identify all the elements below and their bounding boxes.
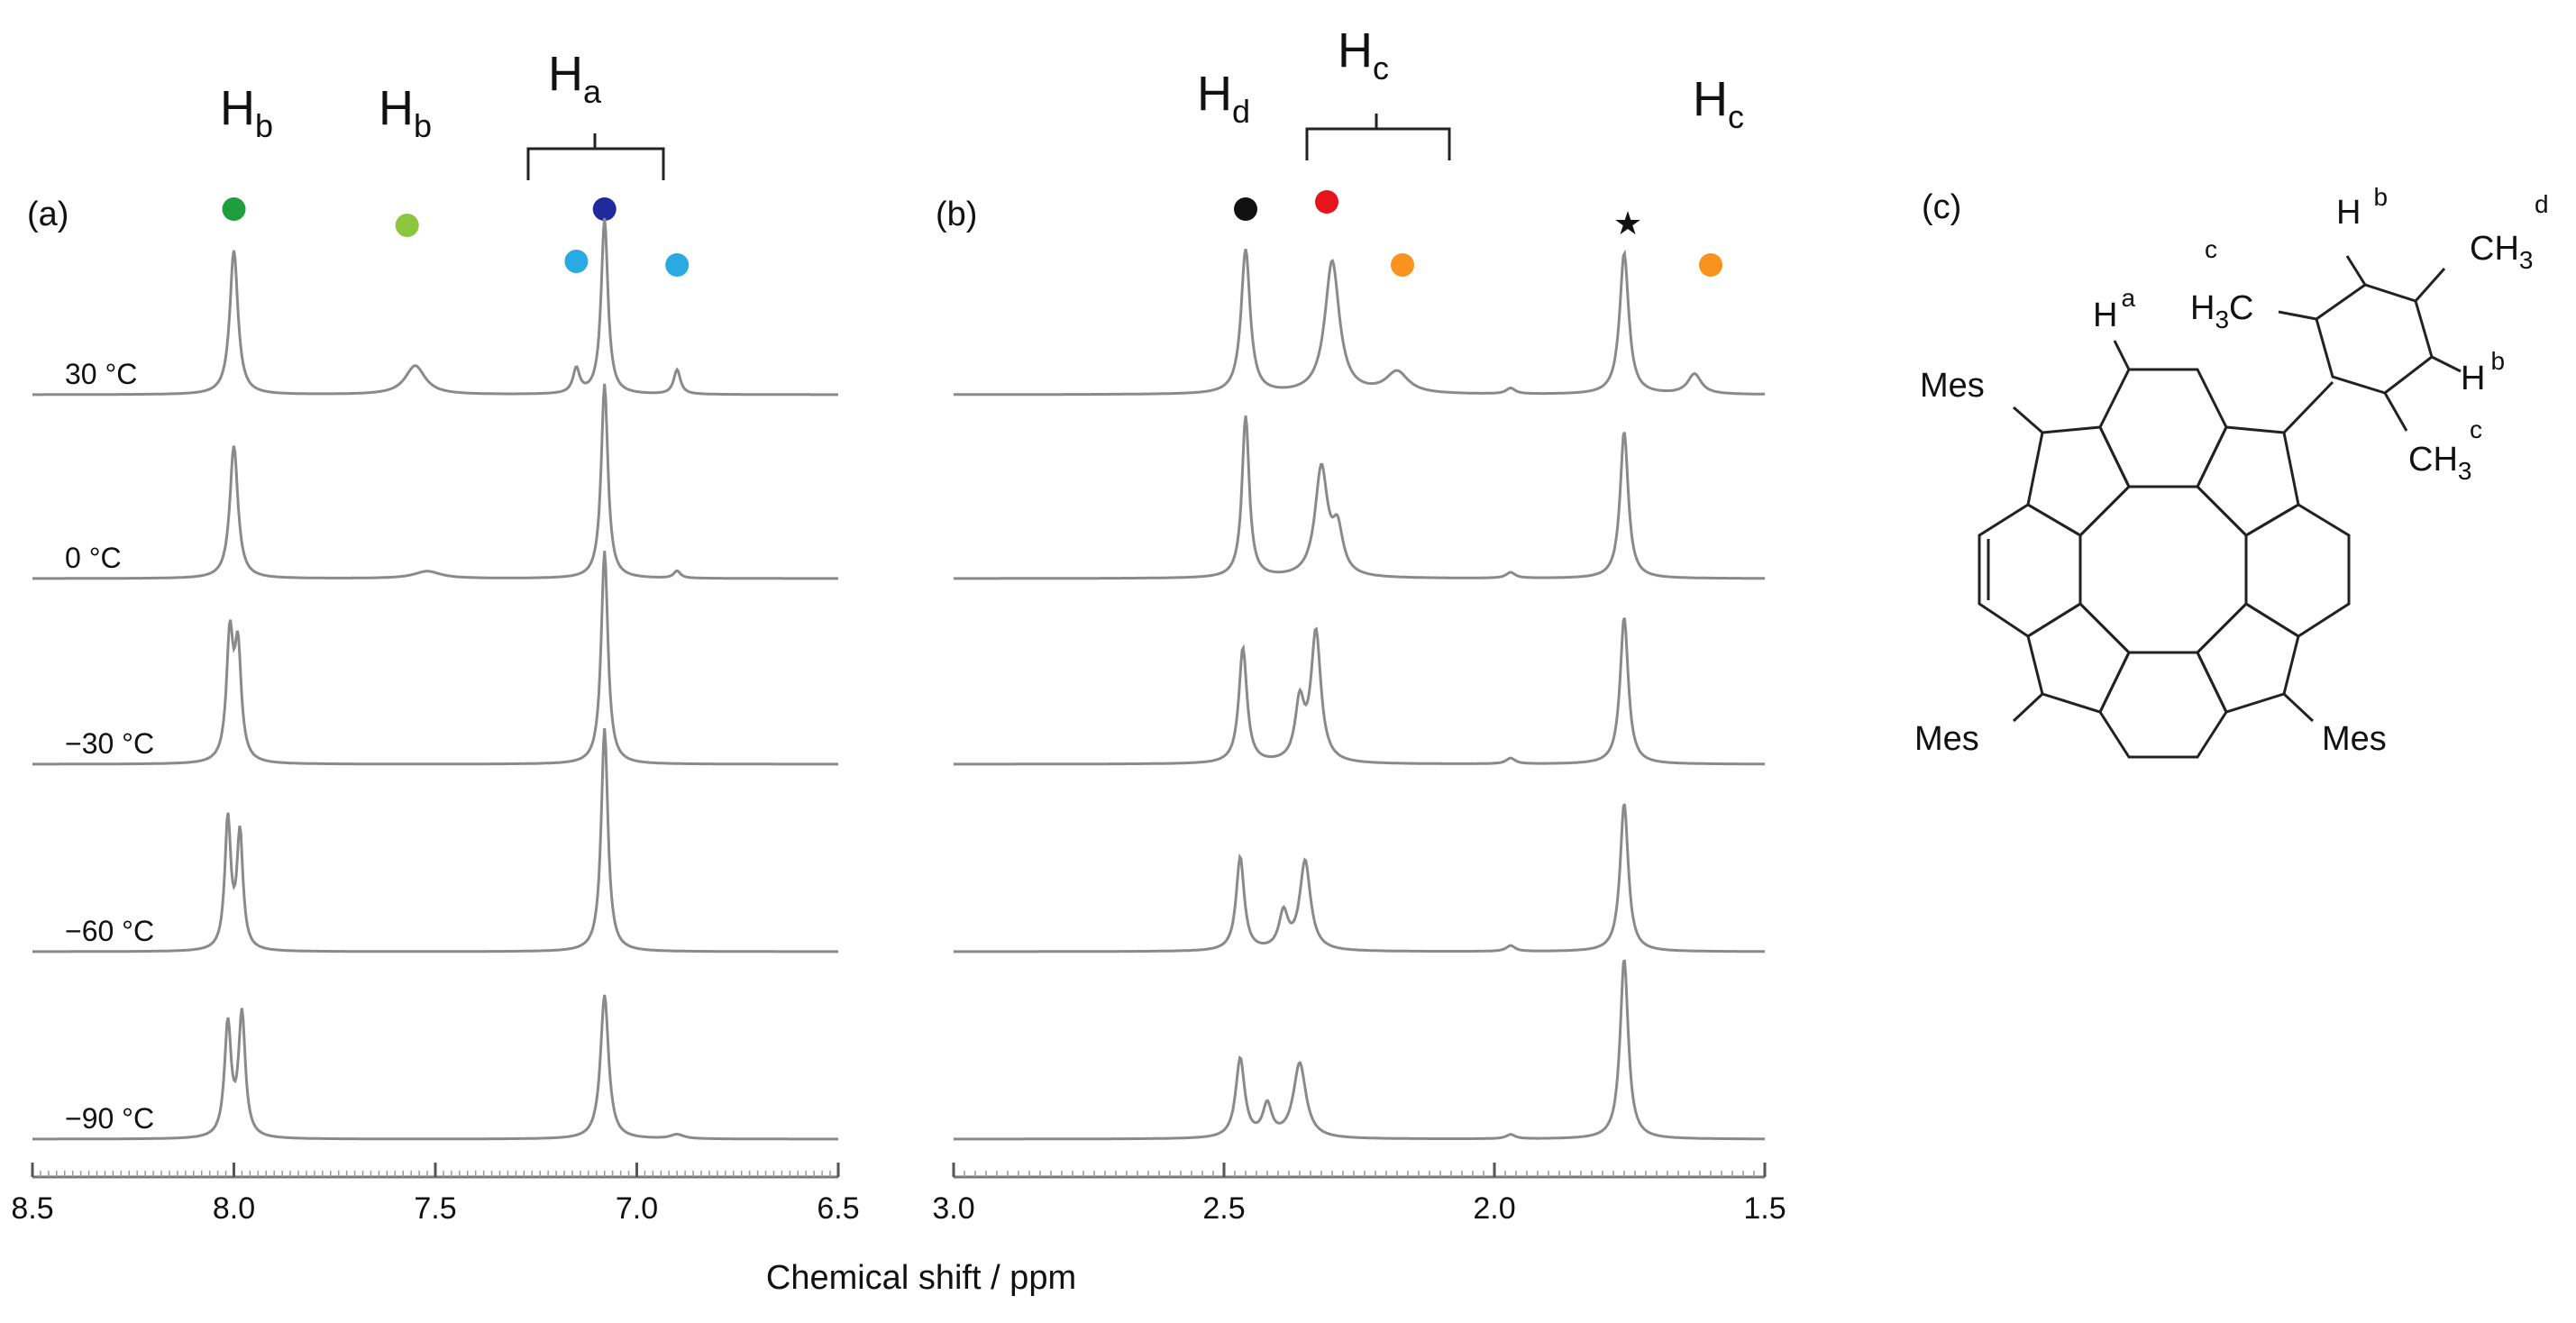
x-tick-label: 6.5 xyxy=(817,1191,859,1226)
temperature-label: −90 °C xyxy=(65,1102,154,1135)
peak-marker-a-lightgreen xyxy=(395,214,419,237)
panel-c-label: (c) xyxy=(1922,188,1961,226)
panel-a-label: (a) xyxy=(27,196,69,233)
x-tick-label: 3.0 xyxy=(932,1191,974,1226)
mes-label-top-left: Mes xyxy=(1920,367,1985,405)
temperature-label: 30 °C xyxy=(65,358,137,390)
ch3-c-label: CH3 xyxy=(2408,441,2471,485)
spectrum-trace-b-2 xyxy=(954,617,1765,766)
peak-marker-a-cyan2 xyxy=(665,253,690,277)
h3c-c-pre: H xyxy=(2190,289,2215,327)
h3c-c-sub: 3 xyxy=(2215,306,2229,333)
ch3-c-sup: c xyxy=(2470,415,2482,443)
peak-label-hd-sub: d xyxy=(1232,93,1250,130)
h3c-c-post: C xyxy=(2229,289,2253,327)
hc-bracket xyxy=(1305,114,1451,160)
peak-label-hb-2-main: H xyxy=(379,81,414,135)
x-tick-label: 2.0 xyxy=(1473,1191,1515,1226)
ch3-d-main: CH xyxy=(2470,230,2519,268)
ch3-d-label: CH3 xyxy=(2470,230,2533,274)
ch3-d-sub: 3 xyxy=(2519,246,2534,274)
peak-label-hc-1-sub: c xyxy=(1373,50,1389,87)
peak-label-hc-2: Hc xyxy=(1693,72,1744,135)
peak-label-ha: Ha xyxy=(548,47,602,110)
temperature-label: −30 °C xyxy=(65,727,154,760)
h-b-right-main: H xyxy=(2461,360,2485,397)
spectrum-trace-b-3 xyxy=(954,803,1765,953)
peak-label-hb-1: Hb xyxy=(220,81,273,144)
h-b-top-sup: b xyxy=(2373,183,2388,211)
mes-label-bottom-left: Mes xyxy=(1914,720,1979,758)
x-tick-label: 7.5 xyxy=(414,1191,456,1226)
peak-marker-b-orange1 xyxy=(1391,253,1414,277)
panel-b: (b) Hd Hc Hc ★ 3.0 2.5 2.0 1.5 xyxy=(932,23,1786,1226)
spectrum-trace-a-2 xyxy=(32,551,838,766)
panel-a: (a) Hb Hb Ha 30 °C 0 °C −30 °C −60 °C −90 °C… xyxy=(11,47,859,1226)
x-tick-label: 2.5 xyxy=(1202,1191,1245,1226)
temperature-labels: 30 °C 0 °C −30 °C −60 °C −90 °C xyxy=(65,358,154,1135)
x-tick-label: 8.0 xyxy=(213,1191,255,1226)
peak-marker-b-orange2 xyxy=(1699,253,1722,277)
peak-label-hb-1-main: H xyxy=(220,81,255,135)
axis-a: 8.5 8.0 7.5 7.0 6.5 xyxy=(11,1163,860,1226)
spectrum-trace-a-4 xyxy=(32,994,838,1141)
peak-label-hd: Hd xyxy=(1197,67,1250,130)
solvent-star-marker: ★ xyxy=(1613,205,1642,242)
peak-label-hd-main: H xyxy=(1197,67,1232,121)
spectrum-trace-b-1 xyxy=(954,415,1765,580)
ha-bracket xyxy=(526,133,665,180)
panel-b-label: (b) xyxy=(936,196,977,233)
peak-label-hb-2-sub: b xyxy=(414,107,432,144)
h-a-sup: a xyxy=(2121,284,2135,312)
spectra-b xyxy=(954,249,1766,1141)
h3c-c-label: H3C xyxy=(2190,289,2253,333)
spectrum-trace-b-4 xyxy=(954,959,1765,1141)
spectrum-trace-b-0 xyxy=(954,249,1766,397)
corannulene-structure-drawing xyxy=(1978,255,2462,759)
ch3-d-sup: d xyxy=(2535,190,2549,218)
peak-label-hc-1: Hc xyxy=(1338,23,1389,87)
temperature-label: 0 °C xyxy=(65,542,122,574)
spectrum-trace-a-1 xyxy=(32,383,838,580)
peak-marker-b-red xyxy=(1315,190,1338,214)
h3c-c-sup: c xyxy=(2205,235,2217,263)
peak-label-hb-1-sub: b xyxy=(255,107,273,144)
ch3-c-sub: 3 xyxy=(2458,457,2472,485)
x-axis-title: Chemical shift / ppm xyxy=(766,1259,1076,1297)
peak-marker-a-green xyxy=(222,197,246,221)
x-tick-label: 1.5 xyxy=(1743,1191,1786,1226)
peak-label-hc-1-main: H xyxy=(1338,23,1373,78)
temperature-label: −60 °C xyxy=(65,915,154,947)
h-a-main: H xyxy=(2093,297,2117,334)
peak-label-hc-2-main: H xyxy=(1693,72,1728,126)
h-b-right-sup: b xyxy=(2490,347,2505,375)
mes-label-bottom-right: Mes xyxy=(2322,720,2387,758)
panel-c: (c) xyxy=(1914,183,2549,759)
peak-label-hc-2-sub: c xyxy=(1728,98,1744,135)
x-tick-label: 7.0 xyxy=(616,1191,658,1226)
axis-b: 3.0 2.5 2.0 1.5 xyxy=(932,1163,1786,1226)
ch3-c-main: CH xyxy=(2408,441,2458,479)
spectrum-trace-a-0 xyxy=(32,217,838,397)
peak-marker-b-black xyxy=(1234,197,1257,221)
markers-b xyxy=(1234,190,1722,277)
x-tick-label: 8.5 xyxy=(11,1191,53,1226)
h-b-top-main: H xyxy=(2336,194,2361,232)
markers-a xyxy=(222,197,690,277)
spectrum-trace-a-3 xyxy=(32,727,838,953)
peak-label-ha-main: H xyxy=(548,47,583,101)
peak-marker-a-navy xyxy=(592,197,617,221)
peak-marker-a-cyan1 xyxy=(564,250,589,273)
peak-label-ha-sub: a xyxy=(583,73,602,110)
peak-label-hb-2: Hb xyxy=(379,81,432,144)
spectra-a xyxy=(32,217,838,1141)
